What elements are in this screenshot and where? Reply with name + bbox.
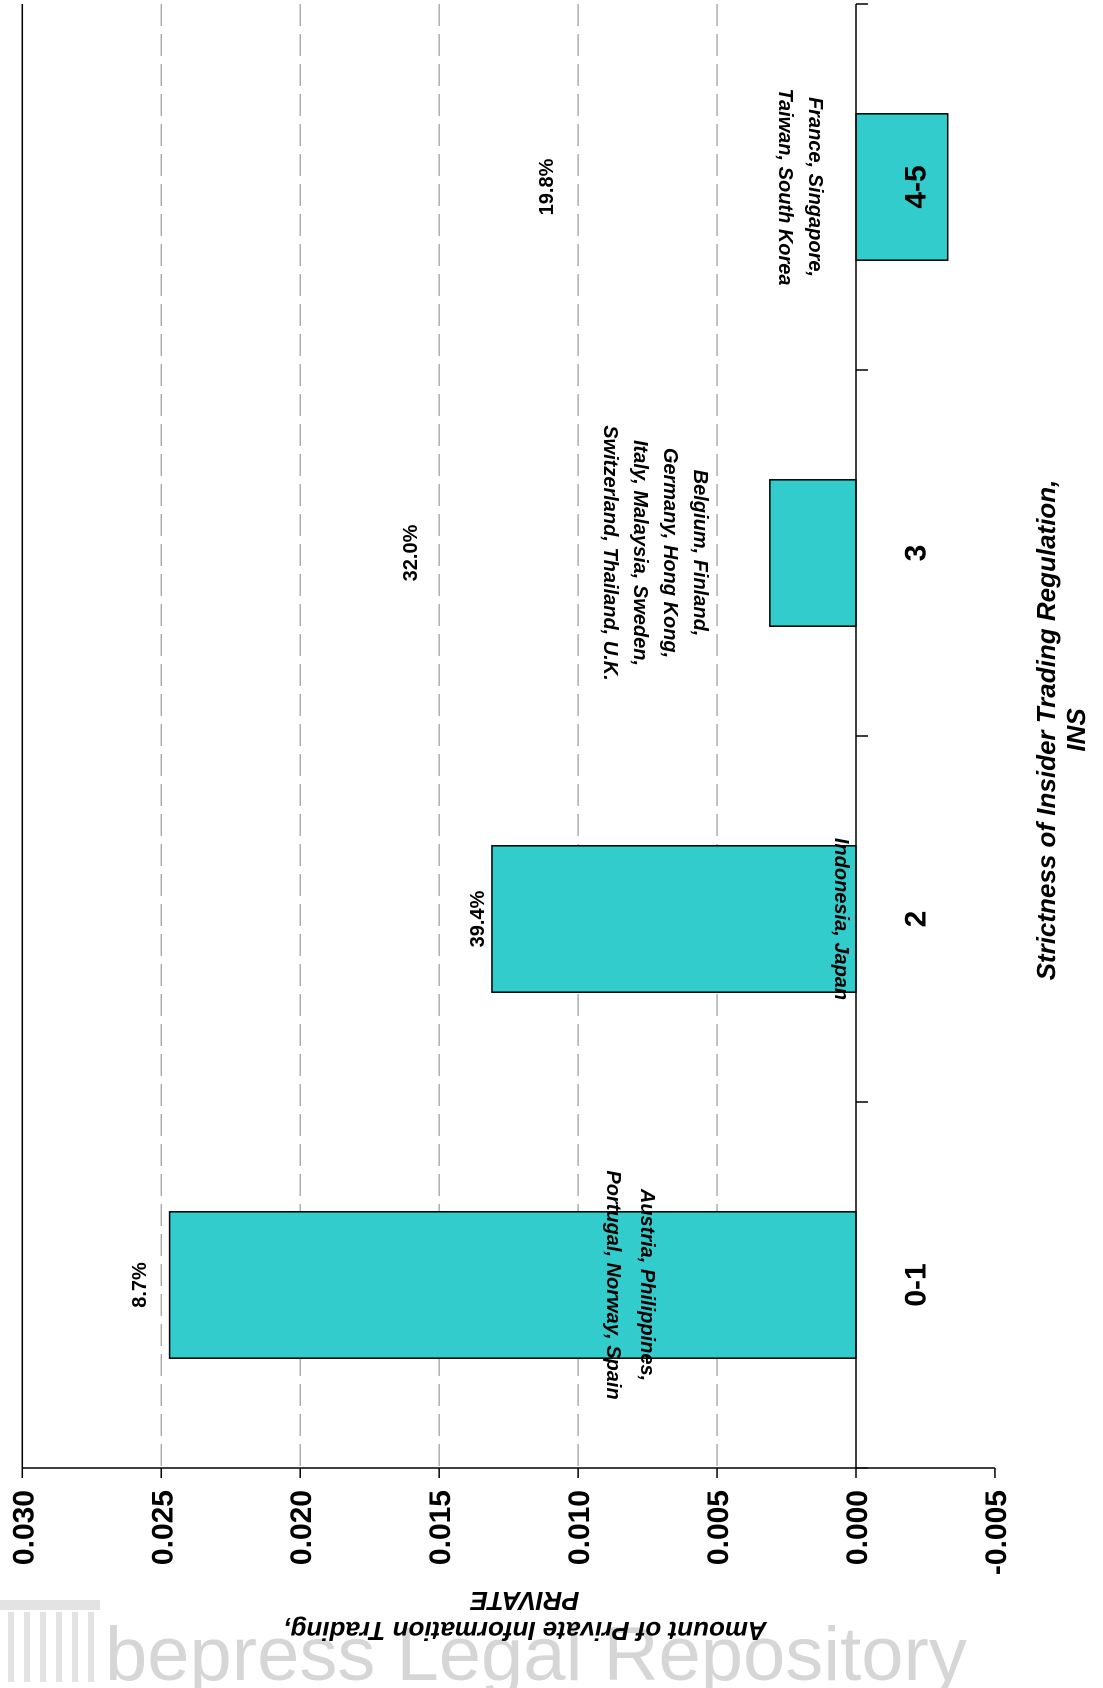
country-label-line: Indonesia, Japan bbox=[830, 838, 852, 1000]
country-annotation: France, Singapore, Taiwan, South Korea bbox=[774, 88, 826, 285]
y-axis-title-line2: PRIVATE bbox=[470, 1586, 579, 1616]
country-label-line: Taiwan, South Korea bbox=[774, 88, 796, 285]
x-axis-title-line1: Strictness of Insider Trading Regulation… bbox=[1031, 480, 1061, 981]
y-tick-label: 0.020 bbox=[285, 1490, 318, 1565]
y-tick-label: -0.005 bbox=[980, 1490, 1013, 1575]
country-label-line: Italy, Malaysia, Sweden, bbox=[629, 440, 651, 666]
category-label: 3 bbox=[900, 545, 933, 562]
y-tick-label: 0.010 bbox=[563, 1490, 596, 1565]
y-tick-label: 0.030 bbox=[7, 1490, 40, 1565]
category-label: 0-1 bbox=[900, 1263, 933, 1306]
percent-label: 8.7% bbox=[129, 1262, 151, 1308]
country-annotation: Belgium, Finland, Germany, Hong Kong, Ital… bbox=[599, 425, 711, 681]
y-axis-title-line1: Amount of Private Information Trading, bbox=[283, 1616, 767, 1646]
labels: 0.030 0.025 0.020 0.015 0.010 0.005 0.000 -0.00… bbox=[7, 88, 1013, 1575]
country-label-line: Germany, Hong Kong, bbox=[659, 448, 681, 658]
bars bbox=[168, 113, 949, 1359]
percent-label: 39.4% bbox=[467, 890, 489, 947]
bar bbox=[855, 113, 949, 261]
y-tick-label: 0.025 bbox=[146, 1490, 179, 1565]
category-label: 4-5 bbox=[900, 165, 933, 208]
percent-label: 19.8% bbox=[536, 158, 558, 215]
country-label-line: Portugal, Norway, Spain bbox=[602, 1170, 624, 1399]
bar bbox=[168, 1211, 857, 1359]
country-annotation: Indonesia, Japan bbox=[830, 838, 852, 1000]
watermark-text: bepress Legal Repository bbox=[105, 1612, 967, 1688]
bar bbox=[491, 845, 857, 993]
country-label-line: Belgium, Finland, bbox=[689, 470, 711, 637]
category-label: 2 bbox=[900, 911, 933, 928]
country-label-line: France, Singapore, bbox=[804, 97, 826, 277]
y-tick-label: 0.000 bbox=[841, 1490, 874, 1565]
y-tick-label: 0.005 bbox=[702, 1490, 735, 1565]
bar bbox=[769, 479, 857, 627]
watermark: bepress Legal Repository bbox=[0, 1600, 967, 1688]
percent-label: 32.0% bbox=[400, 524, 422, 581]
x-axis-title-line2: INS bbox=[1061, 708, 1091, 752]
y-tick-label: 0.015 bbox=[424, 1490, 457, 1565]
axes bbox=[21, 3, 996, 1478]
country-label-line: Switzerland, Thailand, U.K. bbox=[599, 425, 621, 681]
country-label-line: Austria, Philippines, bbox=[636, 1188, 658, 1381]
building-logo-icon bbox=[0, 1600, 100, 1682]
country-annotation: Austria, Philippines, Portugal, Norway, S… bbox=[602, 1170, 658, 1399]
